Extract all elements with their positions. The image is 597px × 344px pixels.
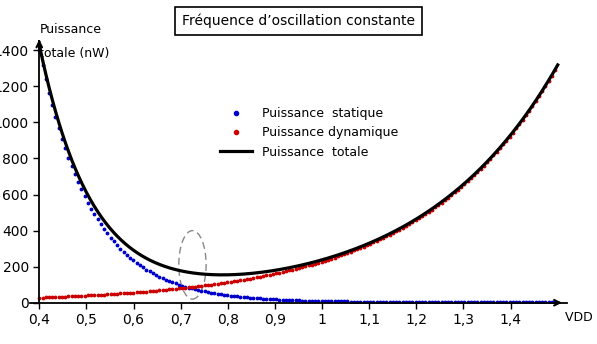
- Text: Fréquence d’oscillation constante: Fréquence d’oscillation constante: [182, 14, 415, 28]
- Text: Puissance: Puissance: [39, 23, 101, 36]
- Text: totale (nW): totale (nW): [39, 47, 110, 60]
- Legend: Puissance  statique, Puissance dynamique, Puissance  totale: Puissance statique, Puissance dynamique,…: [214, 101, 404, 165]
- Text: VDD (V): VDD (V): [565, 311, 597, 324]
